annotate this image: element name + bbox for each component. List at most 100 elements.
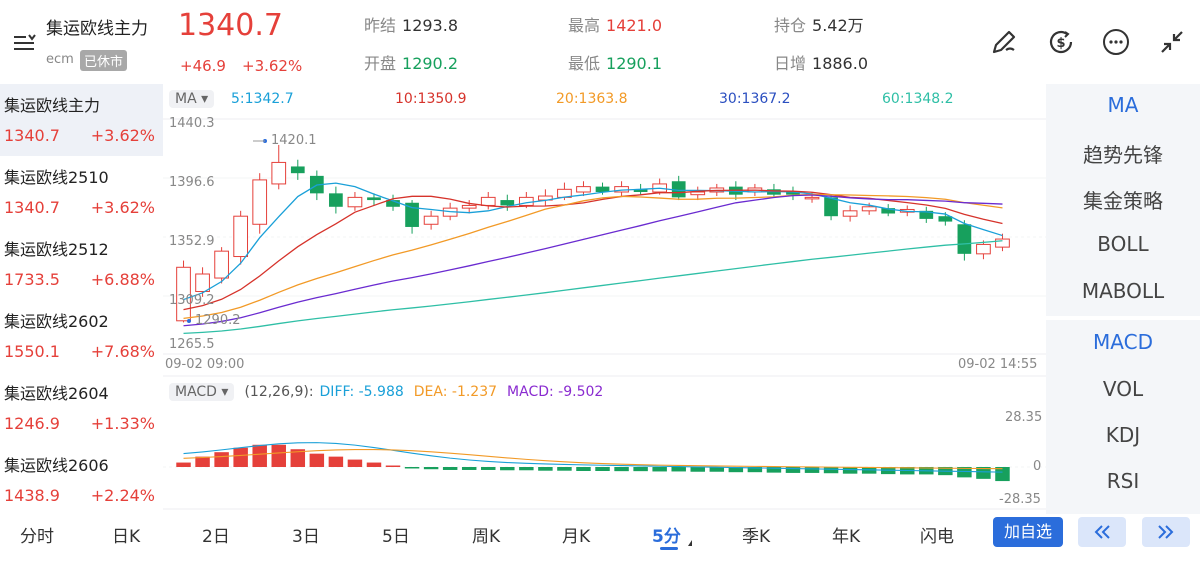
macd-hist-bar xyxy=(252,444,267,467)
macd-hist-bar xyxy=(347,459,363,467)
double-chevron-right-icon xyxy=(1158,525,1174,539)
last-price: 1340.7 xyxy=(178,8,283,43)
candle-body xyxy=(633,189,648,193)
macd-hist-bar xyxy=(385,465,401,467)
candle-body xyxy=(938,216,953,222)
macd-hist-bar xyxy=(576,467,591,471)
candle-body xyxy=(919,210,934,219)
macd-hist-bar xyxy=(500,467,515,471)
macd-hist-bar xyxy=(804,467,820,473)
candle-body xyxy=(976,243,991,255)
ma-dropdown[interactable]: MA ▾ xyxy=(169,90,215,108)
menu-icon[interactable] xyxy=(12,32,36,52)
tab-monthly-k[interactable]: 月K xyxy=(562,527,591,547)
macd-hist-bar xyxy=(766,467,782,473)
price-axis-mid3: 1309.2 xyxy=(169,293,215,308)
ma10-value: 10:1350.9 xyxy=(395,91,467,107)
candle-body xyxy=(957,224,972,254)
candle-body xyxy=(329,193,343,207)
ma-line xyxy=(183,182,1003,301)
draw-icon[interactable] xyxy=(988,26,1020,58)
tab-daily-k[interactable]: 日K xyxy=(112,527,141,547)
indicator-maboll[interactable]: MABOLL xyxy=(1081,279,1165,303)
macd-dropdown[interactable]: MACD ▾ xyxy=(169,383,235,401)
tab-2day[interactable]: 2日 xyxy=(202,527,230,547)
ma-selector[interactable]: MA ▾ xyxy=(169,88,218,110)
candle-body xyxy=(500,200,515,206)
stat-daily-add: 日增 1886.0 xyxy=(774,54,868,73)
instrument-title[interactable]: 集运欧线主力 xyxy=(46,19,148,39)
kline-canvas xyxy=(163,118,1046,510)
high-marker-label: 1420.1 xyxy=(271,133,317,148)
tab-intraday[interactable]: 分时 xyxy=(20,527,54,547)
candle-body xyxy=(176,266,191,322)
indicator-vol[interactable]: VOL xyxy=(1102,377,1144,401)
candle-body xyxy=(252,179,268,225)
exchange-code: ecm xyxy=(46,52,74,67)
macd-hist-bar xyxy=(271,444,286,467)
macd-diff-value: DIFF: -5.988 xyxy=(319,384,404,400)
contract-list-item[interactable]: 集运欧线2602 1550.1 +7.68% xyxy=(4,312,155,361)
macd-hist-bar xyxy=(823,467,839,474)
macd-hist-value: MACD: -9.502 xyxy=(507,384,604,400)
macd-hist-bar xyxy=(747,467,763,473)
add-watchlist-button[interactable]: 加自选 xyxy=(993,517,1063,547)
indicator-gold-strategy[interactable]: 集金策略 xyxy=(1083,189,1163,213)
candle-body xyxy=(405,202,419,227)
more-icon[interactable] xyxy=(1100,26,1132,58)
contract-list: 集运欧线主力 1340.7 +3.62% 集运欧线2510 1340.7 +3.… xyxy=(0,84,163,514)
macd-signal-line xyxy=(183,448,1003,470)
macd-axis-top: 28.35 xyxy=(1005,410,1043,425)
macd-hist-bar xyxy=(404,467,420,469)
indicator-rsi[interactable]: RSI xyxy=(1106,469,1140,493)
indicator-macd[interactable]: MACD xyxy=(1093,330,1153,354)
candle-body xyxy=(233,215,249,258)
macd-hist-bar xyxy=(214,452,229,467)
candle-body xyxy=(861,206,877,212)
contract-list-item[interactable]: 集运欧线2510 1340.7 +3.62% xyxy=(4,168,155,217)
tab-3day[interactable]: 3日 xyxy=(292,527,320,547)
price-change: +46.9 xyxy=(180,57,226,75)
macd-hist-bar xyxy=(671,467,686,472)
macd-hist-bar xyxy=(557,467,572,471)
candle-body xyxy=(576,186,591,193)
candle-body xyxy=(271,161,287,185)
macd-hist-bar xyxy=(309,453,325,467)
collapse-icon[interactable] xyxy=(1156,26,1188,58)
candle-body xyxy=(290,166,305,174)
ma30-value: 30:1367.2 xyxy=(719,91,791,107)
contract-list-item[interactable]: 集运欧线2512 1733.5 +6.88% xyxy=(4,240,155,289)
macd-hist-bar xyxy=(538,467,553,471)
moving-average-lines xyxy=(183,182,1003,335)
candle-body xyxy=(386,200,400,207)
contract-list-item[interactable]: 集运欧线2606 1438.9 +2.24% xyxy=(4,456,155,505)
tab-flash[interactable]: 闪电 xyxy=(920,527,954,547)
contract-list-item[interactable]: 集运欧线2604 1246.9 +1.33% xyxy=(4,384,155,433)
macd-hist-bar xyxy=(842,467,858,474)
tab-5min[interactable]: 5分 xyxy=(652,527,681,547)
prev-button[interactable] xyxy=(1078,517,1126,547)
price-axis-top: 1440.3 xyxy=(169,116,215,131)
quote-header: 集运欧线主力 ecm 已休市 1340.7 +46.9 +3.62% 昨结 129… xyxy=(0,0,1200,84)
indicator-boll[interactable]: BOLL xyxy=(1097,232,1149,256)
contract-list-item[interactable]: 集运欧线主力 1340.7 +3.62% xyxy=(0,84,163,156)
tab-5day[interactable]: 5日 xyxy=(382,527,410,547)
tab-yearly-k[interactable]: 年K xyxy=(832,527,861,547)
indicator-trend-pioneer[interactable]: 趋势先锋 xyxy=(1083,143,1163,167)
next-button[interactable] xyxy=(1142,517,1190,547)
indicator-ma[interactable]: MA xyxy=(1107,93,1139,117)
low-marker-dot xyxy=(187,319,191,323)
tab-quarterly-k[interactable]: 季K xyxy=(742,527,771,547)
ma-line xyxy=(183,194,1003,327)
macd-hist-bar xyxy=(328,456,344,467)
indicator-kdj[interactable]: KDJ xyxy=(1105,423,1141,447)
macd-hist-bar xyxy=(461,467,477,470)
macd-hist-bar xyxy=(614,467,629,472)
macd-header: MACD ▾ (12,26,9): DIFF: -5.988 DEA: -1.2… xyxy=(169,383,603,401)
currency-icon[interactable]: $ xyxy=(1045,26,1077,58)
macd-hist-bar xyxy=(290,449,306,467)
price-axis-mid1: 1396.6 xyxy=(169,175,215,190)
kline-chart-area[interactable]: MA ▾ 5:1342.7 10:1350.9 20:1363.8 30:136… xyxy=(163,84,1046,514)
price-axis-mid2: 1352.9 xyxy=(169,234,215,249)
tab-weekly-k[interactable]: 周K xyxy=(472,527,501,547)
